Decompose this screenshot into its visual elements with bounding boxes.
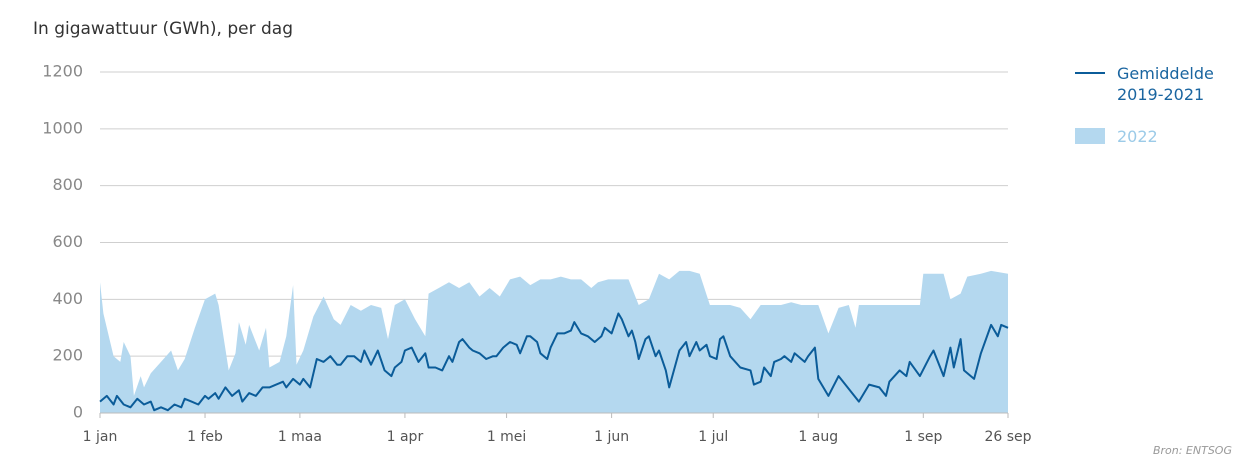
x-tick-label: 1 jan <box>83 429 118 445</box>
y-tick-label: 0 <box>73 403 83 422</box>
x-tick-label: 1 mei <box>487 429 527 445</box>
chart-title: In gigawattuur (GWh), per dag <box>33 19 293 39</box>
x-tick-label: 1 feb <box>187 429 223 445</box>
y-tick-label: 800 <box>52 175 83 194</box>
y-tick-label: 600 <box>52 232 83 251</box>
x-tick-label: 1 maa <box>278 429 322 445</box>
legend-label: 2022 <box>1117 127 1158 146</box>
x-tick-label: 1 sep <box>904 429 942 445</box>
legend-swatch <box>1075 128 1105 144</box>
x-tick-label: 26 sep <box>984 429 1031 445</box>
legend-swatch <box>1075 72 1105 74</box>
y-tick-label: 400 <box>52 289 83 308</box>
source: Bron: ENTSOG <box>1153 444 1232 457</box>
legend-label: Gemiddelde 2019-2021 <box>1117 64 1214 104</box>
x-tick-label: 1 jul <box>698 429 728 445</box>
y-tick-label: 1000 <box>42 118 83 137</box>
line <box>99 312 1009 412</box>
x-tick-label: 1 jun <box>594 429 629 445</box>
x-tick-label: 1 aug <box>798 429 838 445</box>
y-tick-label: 200 <box>52 346 83 365</box>
y-tick-label: 1200 <box>42 62 83 81</box>
x-tick-label: 1 apr <box>387 429 424 445</box>
